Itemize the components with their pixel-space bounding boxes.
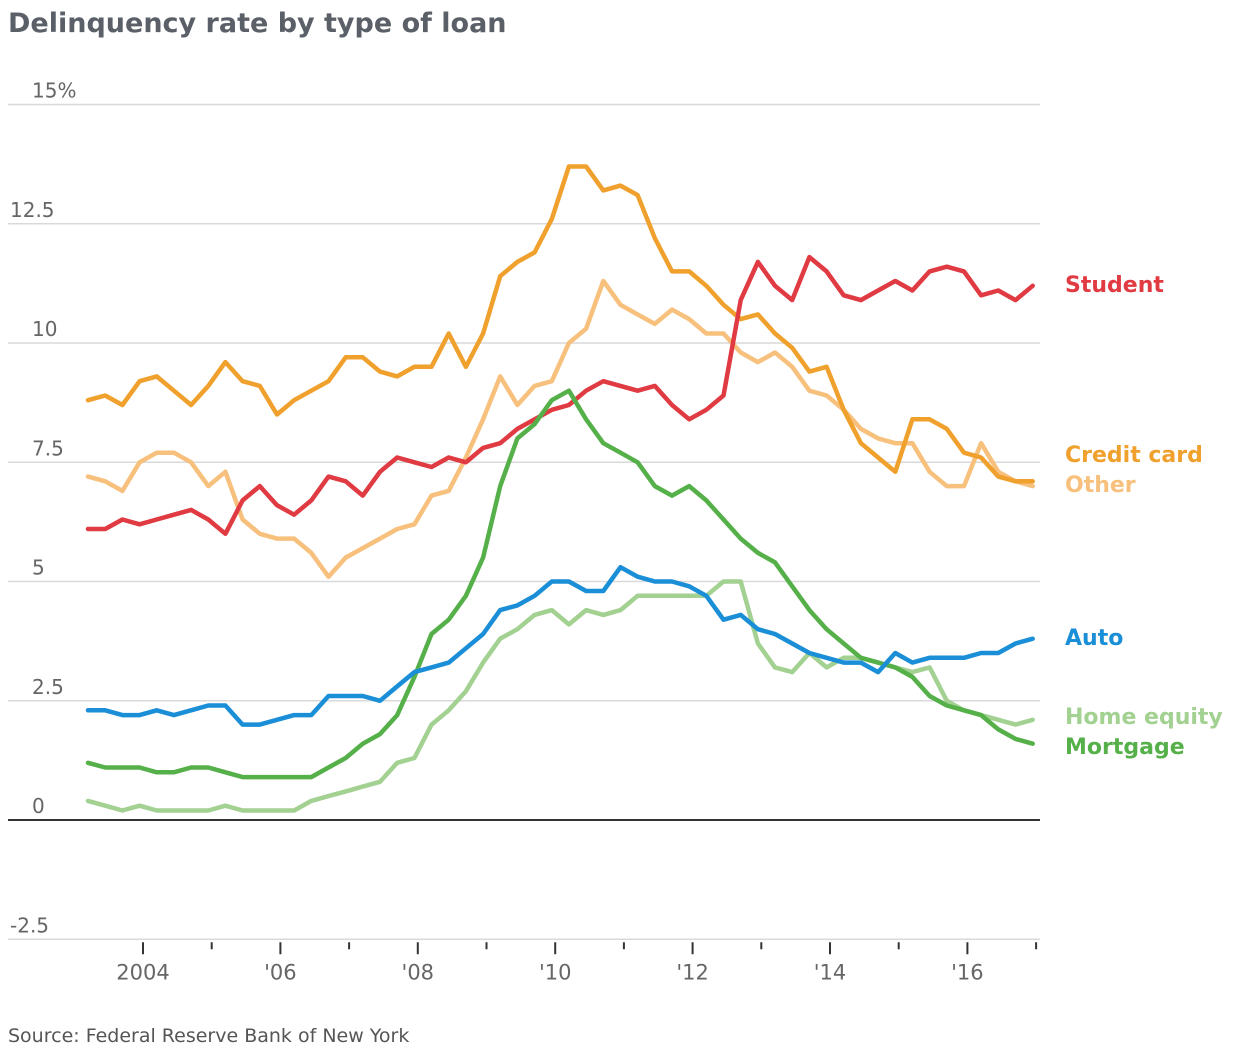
- y-tick-label: 12.5: [10, 198, 55, 222]
- y-tick-label: -2.5: [10, 913, 49, 937]
- chart-title: Delinquency rate by type of loan: [8, 8, 507, 39]
- series-lines: [85, 164, 1035, 813]
- other-label: Other: [1065, 473, 1136, 498]
- y-axis-labels: 15% 12.5 10 7.5 5 2.5 0 -2.5: [10, 79, 76, 938]
- x-tick-label: '12: [676, 960, 709, 984]
- x-tick-label: '14: [814, 960, 847, 984]
- x-tick-label: '10: [539, 960, 572, 984]
- series-labels: Other Credit card Student Home equity Mortga…: [1065, 273, 1223, 760]
- y-tick-label: 10: [32, 317, 57, 341]
- x-tick-label: '16: [951, 960, 984, 984]
- auto-line: [85, 564, 1035, 727]
- mortgage-label: Mortgage: [1065, 735, 1185, 760]
- x-axis: 2004 '06 '08 '10 '12 '14 '16: [116, 942, 1038, 984]
- mortgage-line: [85, 388, 1035, 780]
- x-tick-label: '08: [402, 960, 435, 984]
- x-tick-label: '06: [264, 960, 297, 984]
- y-tick-label: 2.5: [32, 675, 64, 699]
- y-tick-label: 15%: [32, 79, 76, 103]
- home-equity-label: Home equity: [1065, 705, 1223, 730]
- source-note: Source: Federal Reserve Bank of New York: [8, 1025, 409, 1047]
- credit-card-line: [85, 164, 1035, 484]
- student-label: Student: [1065, 273, 1164, 298]
- gridlines: [8, 103, 1040, 940]
- x-tick-label: 2004: [116, 960, 169, 984]
- y-tick-label: 5: [32, 556, 45, 580]
- auto-label: Auto: [1065, 626, 1123, 651]
- credit-card-label: Credit card: [1065, 443, 1203, 468]
- other-line: [85, 278, 1035, 579]
- student-line: [85, 254, 1035, 537]
- y-tick-label: 0: [32, 794, 45, 818]
- y-tick-label: 7.5: [32, 436, 64, 460]
